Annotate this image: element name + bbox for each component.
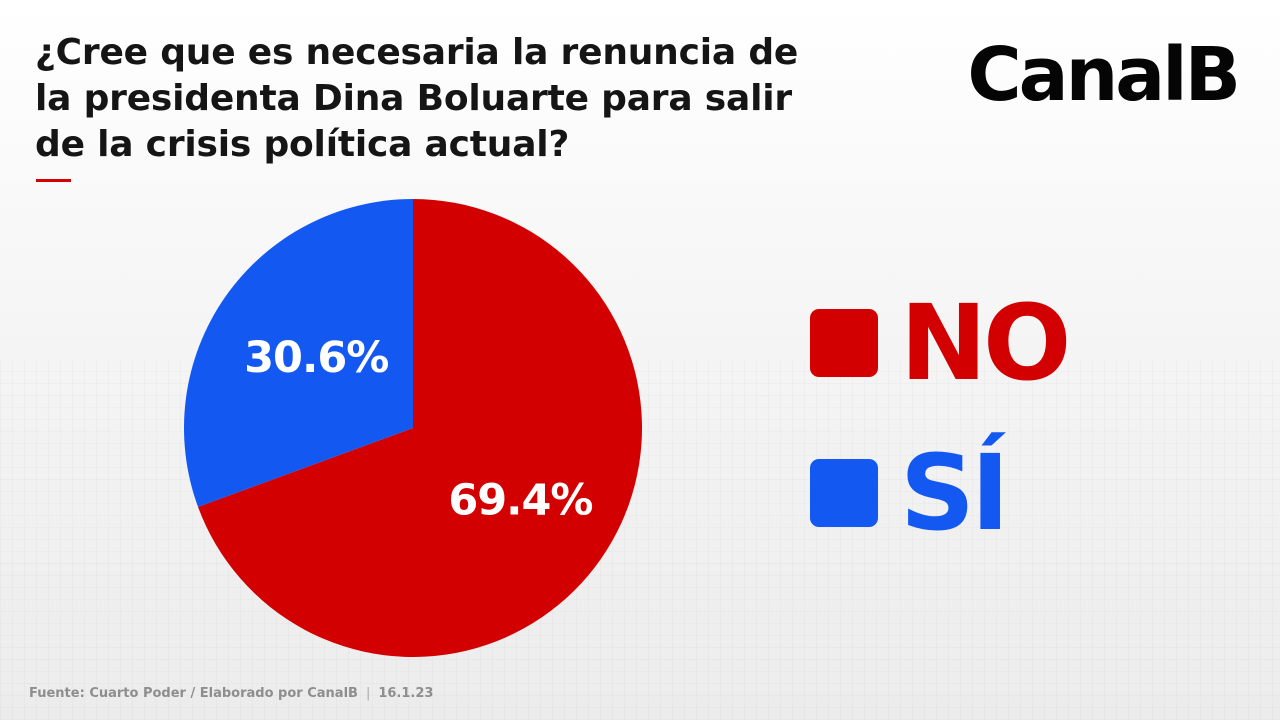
poll-question: ¿Cree que es necesaria la renuncia de la…	[35, 32, 799, 165]
source-text: Fuente: Cuarto Poder / Elaborado por Can…	[29, 686, 358, 701]
legend-label-si: SÍ	[900, 432, 1010, 554]
source-footer: Fuente: Cuarto Poder / Elaborado por Can…	[29, 686, 433, 701]
footer-date: 16.1.23	[378, 686, 434, 701]
title-accent-line	[36, 179, 71, 182]
pie-label-no: 69.4%	[448, 475, 592, 525]
footer-separator: |	[365, 686, 371, 701]
legend-swatch-si	[810, 459, 878, 527]
pie-label-si: 30.6%	[244, 333, 388, 383]
legend-item-si: SÍ	[810, 432, 1010, 554]
pie-slice-si	[184, 199, 413, 507]
legend-item-no: NO	[810, 282, 1071, 404]
brand-logo: CanalB	[967, 32, 1241, 118]
legend-label-no: NO	[900, 282, 1071, 404]
pie-slice-no	[198, 199, 642, 658]
legend-swatch-no	[810, 309, 878, 377]
